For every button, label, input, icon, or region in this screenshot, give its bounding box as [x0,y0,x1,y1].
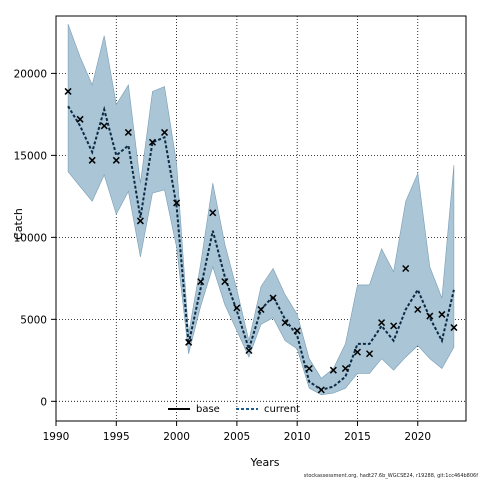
observed-point-stroke [269,294,277,302]
observed-point [88,156,96,164]
legend-base-label: base [196,404,220,415]
observed-point [124,128,132,136]
confidence-band [67,24,455,396]
observed-point [197,278,205,286]
x-tick-label: 2020 [404,431,431,443]
observed-point [233,304,241,312]
observed-point [353,348,362,356]
observed-point-stroke [136,217,144,225]
observed-point-stroke [88,156,96,164]
observed-point-stroke [378,319,386,327]
y-tick-label: 5000 [20,314,47,326]
observed-point [414,305,422,314]
observed-point [245,346,253,355]
observed-point-stroke [414,305,422,314]
observed-point-stroke [245,346,253,355]
observed-point [100,122,108,130]
observed-point [173,199,181,207]
observed-point-stroke [438,310,446,318]
observed-point [148,138,157,146]
observed-point-stroke [76,115,84,123]
observed-point-stroke [233,304,241,312]
observed-point-stroke [450,324,458,332]
observed-point-stroke [112,156,120,164]
observed-point-stroke [64,87,72,95]
observed-point [317,386,325,394]
observed-point-stroke [281,319,289,327]
observed-point [64,87,72,95]
y-tick-label: 10000 [14,232,47,244]
observed-point [305,365,313,373]
observed-point [209,209,217,217]
observed-point [160,128,169,136]
confidence-band-area [67,24,455,396]
x-tick-label: 2010 [284,431,311,443]
observed-point-stroke [293,327,301,335]
y-tick-label: 15000 [14,150,47,162]
observed-point-stroke [426,312,434,320]
observed-point [76,115,84,123]
observed-point-stroke [185,338,193,346]
observed-point-stroke [402,264,410,273]
observed-point-stroke [100,122,108,130]
observed-point [378,319,386,327]
observed-point-stroke [160,128,169,136]
observed-point [450,324,458,332]
observed-point [185,338,193,346]
observed-point-stroke [173,199,181,207]
observed-points [64,87,458,394]
observed-point-stroke [305,365,313,373]
x-axis: 1990 1995 2000 2005 2010 2015 2020 [43,421,431,443]
footnote: stockassessment.org, hadt27.6b_WGCSE24, … [304,473,478,479]
legend-current-label: current [264,404,300,415]
x-axis-title: Years [249,456,279,469]
observed-point-stroke [365,350,374,358]
observed-point-stroke [390,322,398,330]
observed-point [402,264,410,273]
y-axis-title: Catch [12,208,25,240]
observed-point [341,365,349,373]
observed-point [390,322,398,330]
observed-point [438,310,446,318]
x-tick-label: 2000 [163,431,190,443]
x-tick-label: 2005 [224,431,251,443]
observed-point [221,278,229,286]
observed-point [269,294,277,302]
observed-point-stroke [221,278,229,286]
observed-point-stroke [148,138,157,146]
observed-point [293,327,301,335]
observed-point [329,366,337,374]
y-axis: 0 5000 10000 15000 20000 [14,68,56,408]
observed-point-stroke [341,365,349,373]
plot-frame [55,15,467,422]
observed-point-stroke [197,278,205,286]
observed-point [281,319,289,327]
observed-point-stroke [209,209,217,217]
observed-point-stroke [257,305,265,314]
observed-point [257,305,265,314]
observed-point-stroke [124,128,132,136]
observed-point-stroke [329,366,337,374]
observed-point-stroke [317,386,325,394]
observed-point [112,156,120,164]
x-tick-label: 1995 [103,431,130,443]
legend: base current [168,404,300,415]
x-tick-label: 1990 [43,431,70,443]
observed-point [365,350,374,358]
x-tick-label: 2015 [344,431,371,443]
observed-point [426,312,434,320]
observed-point-stroke [353,348,362,356]
y-tick-label: 0 [40,396,47,408]
y-tick-label: 20000 [14,68,47,80]
observed-point [136,217,144,225]
